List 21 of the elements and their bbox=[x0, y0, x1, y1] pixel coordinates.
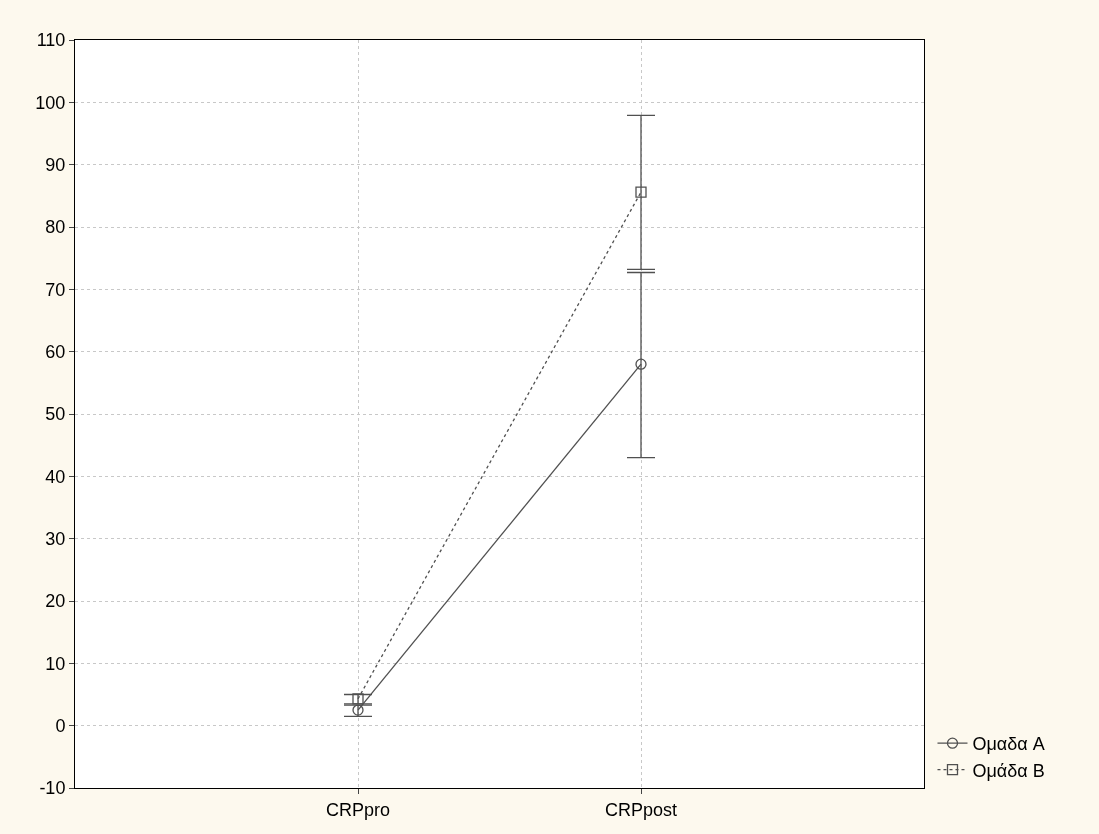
point bbox=[635, 358, 647, 370]
y-tick-label: 110 bbox=[36, 30, 66, 51]
point bbox=[635, 186, 647, 198]
legend-label: Ομαδα A bbox=[972, 734, 1045, 755]
point bbox=[352, 704, 364, 716]
y-tick-label: 0 bbox=[55, 715, 66, 736]
x-tick-label: CRPpro bbox=[325, 799, 391, 820]
x-tick-label: CRPpost bbox=[604, 799, 678, 820]
y-tick-label: 100 bbox=[35, 92, 66, 113]
y-tick-label: 40 bbox=[45, 466, 66, 487]
y-tick-label: 50 bbox=[45, 404, 66, 425]
y-tick-label: 20 bbox=[45, 591, 66, 612]
y-tick-label: 80 bbox=[45, 217, 66, 238]
y-tick-label: 60 bbox=[45, 341, 66, 362]
point bbox=[352, 693, 364, 705]
legend-label: Ομάδα B bbox=[972, 760, 1045, 781]
y-tick-label: -10 bbox=[39, 778, 66, 799]
y-tick-label: 90 bbox=[45, 154, 66, 175]
y-tick-label: 30 bbox=[45, 528, 66, 549]
y-tick-label: 70 bbox=[45, 279, 66, 300]
y-tick-label: 10 bbox=[45, 653, 66, 674]
